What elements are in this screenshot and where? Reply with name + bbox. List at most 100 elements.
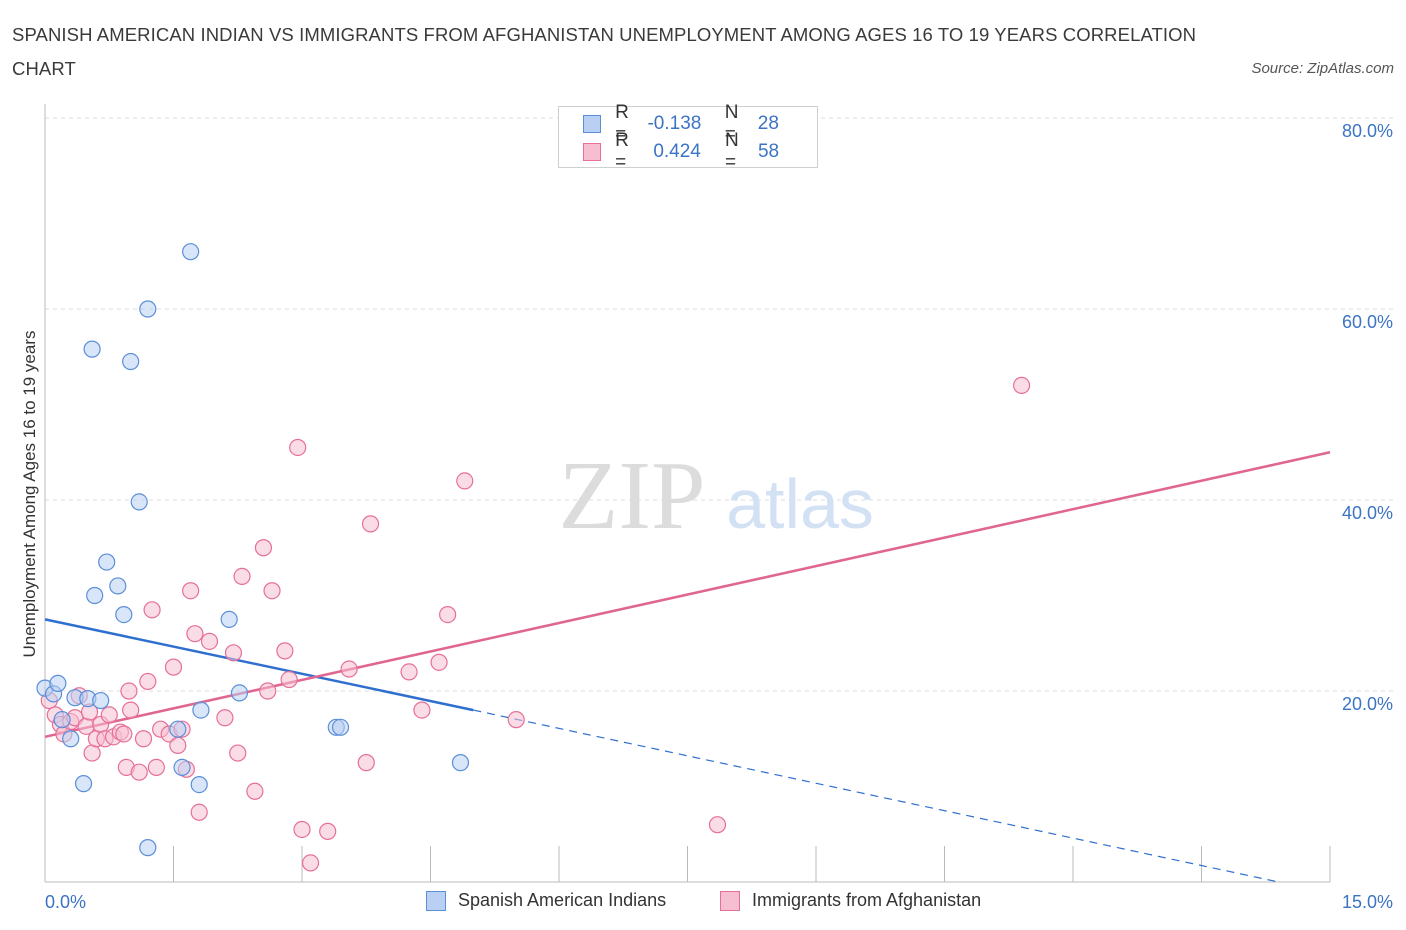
legend-swatch-pink bbox=[583, 143, 602, 161]
pink-point bbox=[361, 515, 380, 533]
pink-point bbox=[254, 539, 273, 557]
blue-point bbox=[86, 586, 104, 605]
pink-point bbox=[186, 625, 204, 643]
pink-point bbox=[439, 605, 457, 624]
blue-point bbox=[220, 610, 238, 628]
pink-point bbox=[122, 701, 140, 719]
legend-n-label: N = bbox=[725, 130, 739, 173]
y-tick-label: 20.0% bbox=[1342, 694, 1393, 714]
pink-point bbox=[115, 725, 133, 743]
pink-point bbox=[134, 730, 153, 748]
pink-point bbox=[340, 660, 358, 678]
pink-point bbox=[357, 754, 375, 772]
pink-point bbox=[1012, 376, 1031, 394]
legend-swatch-blue bbox=[583, 115, 602, 133]
blue-point bbox=[139, 839, 157, 857]
pink-point bbox=[200, 632, 219, 650]
stats-legend: R = -0.138 N = 28 R = 0.424 N = 58 bbox=[558, 102, 818, 173]
y-axis-label: Unemployment Among Ages 16 to 19 years bbox=[20, 330, 39, 658]
blue-point bbox=[122, 352, 140, 371]
pink-point bbox=[456, 472, 474, 490]
pink-point bbox=[182, 582, 200, 600]
x-tick-label: 15.0% bbox=[1342, 892, 1393, 912]
pink-point bbox=[224, 644, 243, 662]
blue-point bbox=[192, 701, 210, 719]
y-tick-label: 40.0% bbox=[1342, 503, 1393, 523]
blue-point bbox=[130, 493, 148, 511]
bottom-legend-label-pink: Immigrants from Afghanistan bbox=[752, 890, 982, 910]
bottom-legend-blue: Spanish American Indians bbox=[426, 890, 666, 911]
legend-n-value: 58 bbox=[757, 141, 780, 162]
pink-point bbox=[413, 701, 431, 719]
pink-point bbox=[216, 709, 234, 727]
legend-row-blue: R = -0.138 N = 28 bbox=[583, 102, 817, 145]
blue-point bbox=[173, 758, 191, 777]
legend-r-value: 0.424 bbox=[653, 141, 701, 162]
blue-point bbox=[83, 340, 101, 358]
pink-point bbox=[246, 782, 264, 800]
pink-point bbox=[83, 744, 101, 762]
legend-n-label: N = bbox=[724, 102, 739, 145]
blue-point bbox=[331, 718, 350, 736]
bottom-legend-swatch-blue bbox=[426, 890, 446, 911]
pink-point bbox=[120, 682, 138, 700]
legend-r-value: -0.138 bbox=[647, 113, 702, 134]
blue-trend-line bbox=[44, 618, 474, 712]
blue-point bbox=[49, 674, 67, 692]
pink-point bbox=[708, 816, 727, 834]
blue-point bbox=[62, 730, 80, 748]
axes bbox=[44, 104, 1331, 883]
pink-point bbox=[293, 820, 311, 839]
pink-point bbox=[400, 663, 418, 681]
pink-point bbox=[276, 642, 294, 660]
pink-trend-line bbox=[44, 451, 1331, 739]
watermark: ZIP atlas bbox=[559, 442, 874, 550]
legend-n-value: 28 bbox=[757, 113, 779, 134]
blue-trend-extension bbox=[473, 709, 1279, 883]
blue-point bbox=[98, 553, 116, 571]
data-points bbox=[36, 243, 1031, 872]
blue-point bbox=[139, 300, 157, 318]
trend-lines bbox=[44, 451, 1331, 883]
legend-r-label: R = bbox=[615, 130, 629, 173]
y-tick-label: 60.0% bbox=[1342, 312, 1393, 332]
pink-point bbox=[190, 803, 208, 821]
tick-labels: 20.0% 40.0% 60.0% 80.0% 0.0% 15.0% bbox=[45, 121, 1393, 912]
bottom-legend-label-blue: Spanish American Indians bbox=[458, 890, 667, 910]
bottom-legend-swatch-pink bbox=[720, 890, 740, 911]
legend-row-pink: R = 0.424 N = 58 bbox=[583, 130, 817, 173]
pink-point bbox=[100, 706, 118, 724]
blue-point bbox=[182, 243, 200, 261]
blue-point bbox=[53, 711, 71, 729]
chart-title: SPANISH AMERICAN INDIAN VS IMMIGRANTS FR… bbox=[12, 24, 1197, 79]
watermark-zip: ZIP bbox=[559, 442, 706, 550]
pink-point bbox=[233, 567, 251, 586]
blue-point bbox=[74, 775, 93, 793]
pink-point bbox=[319, 822, 337, 840]
x-tick-label: 0.0% bbox=[45, 892, 86, 912]
pink-point bbox=[289, 438, 307, 457]
blue-point bbox=[451, 754, 470, 772]
pink-point bbox=[164, 658, 183, 676]
pink-point bbox=[139, 672, 157, 691]
pink-point bbox=[263, 582, 281, 600]
pink-point bbox=[301, 854, 320, 872]
pink-point bbox=[229, 744, 247, 762]
source-label: Source: ZipAtlas.com bbox=[1251, 60, 1394, 77]
blue-point bbox=[92, 691, 110, 710]
watermark-atlas: atlas bbox=[726, 465, 874, 543]
pink-point bbox=[169, 736, 187, 755]
pink-point bbox=[507, 711, 525, 729]
pink-point bbox=[280, 670, 298, 689]
pink-point bbox=[130, 763, 148, 781]
legend-r-label: R = bbox=[615, 102, 629, 145]
pink-point bbox=[143, 601, 161, 619]
blue-point bbox=[190, 775, 208, 794]
pink-point bbox=[147, 758, 165, 777]
y-tick-label: 80.0% bbox=[1342, 121, 1393, 141]
blue-point bbox=[169, 720, 187, 738]
pink-point bbox=[259, 682, 277, 700]
blue-point bbox=[230, 684, 249, 702]
bottom-legend-pink: Immigrants from Afghanistan bbox=[720, 890, 981, 911]
